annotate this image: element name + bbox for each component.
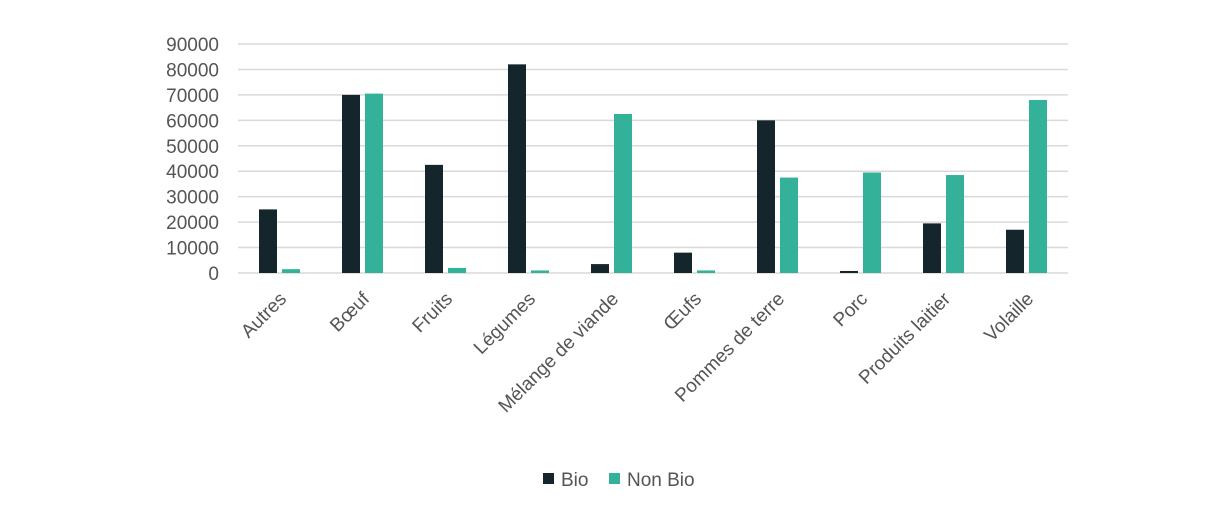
bar-bio-9: [1006, 229, 1024, 273]
bar-bio-8: [923, 223, 941, 273]
bar-bio-0: [259, 209, 277, 273]
y-tick-label: 80000: [166, 60, 219, 81]
y-axis-tick-labels: 0 10000 20000 30000 40000 50000 60000 70000 8000…: [166, 35, 219, 285]
x-category-label: Légumes: [470, 289, 540, 359]
bar-bio-5: [674, 252, 692, 273]
y-tick-label: 70000: [166, 86, 219, 107]
x-category-label: Volaille: [981, 289, 1038, 346]
bar-bio-6: [757, 120, 775, 273]
bar-non-bio-1: [365, 93, 383, 273]
y-tick-label: 20000: [166, 213, 219, 234]
bar-non-bio-8: [946, 175, 964, 273]
y-tick-label: 90000: [166, 35, 219, 56]
gridlines: [238, 43, 1068, 274]
x-category-label: Œufs: [660, 289, 706, 335]
x-category-label: Porc: [830, 289, 872, 331]
bar-non-bio-9: [1029, 99, 1047, 273]
bar-bio-1: [342, 94, 360, 273]
bar-bio-3: [508, 64, 526, 273]
legend-label: Non Bio: [627, 470, 695, 491]
y-tick-label: 0: [208, 264, 219, 285]
bar-non-bio-5: [697, 270, 715, 273]
y-tick-label: 50000: [166, 137, 219, 158]
x-category-label: Bœuf: [326, 288, 374, 336]
bar-bio-7: [840, 270, 858, 273]
bar-non-bio-4: [614, 113, 632, 273]
y-tick-label: 60000: [166, 111, 219, 132]
bar-non-bio-2: [448, 267, 466, 273]
bar-bio-4: [591, 264, 609, 273]
legend-swatch: [543, 473, 554, 484]
y-tick-label: 30000: [166, 188, 219, 209]
bars: [259, 64, 1047, 273]
bar-non-bio-7: [863, 172, 881, 273]
x-category-label: Autres: [237, 289, 291, 343]
y-tick-label: 40000: [166, 162, 219, 183]
y-tick-label: 10000: [166, 239, 219, 260]
legend-label: Bio: [561, 470, 588, 491]
legend-swatch: [609, 473, 620, 484]
x-category-label: Fruits: [409, 289, 457, 337]
bar-bio-2: [425, 164, 443, 273]
bar-non-bio-3: [531, 270, 549, 273]
legend: Bio Non Bio: [543, 470, 695, 491]
bar-non-bio-6: [780, 177, 798, 273]
bar-non-bio-0: [282, 269, 300, 273]
